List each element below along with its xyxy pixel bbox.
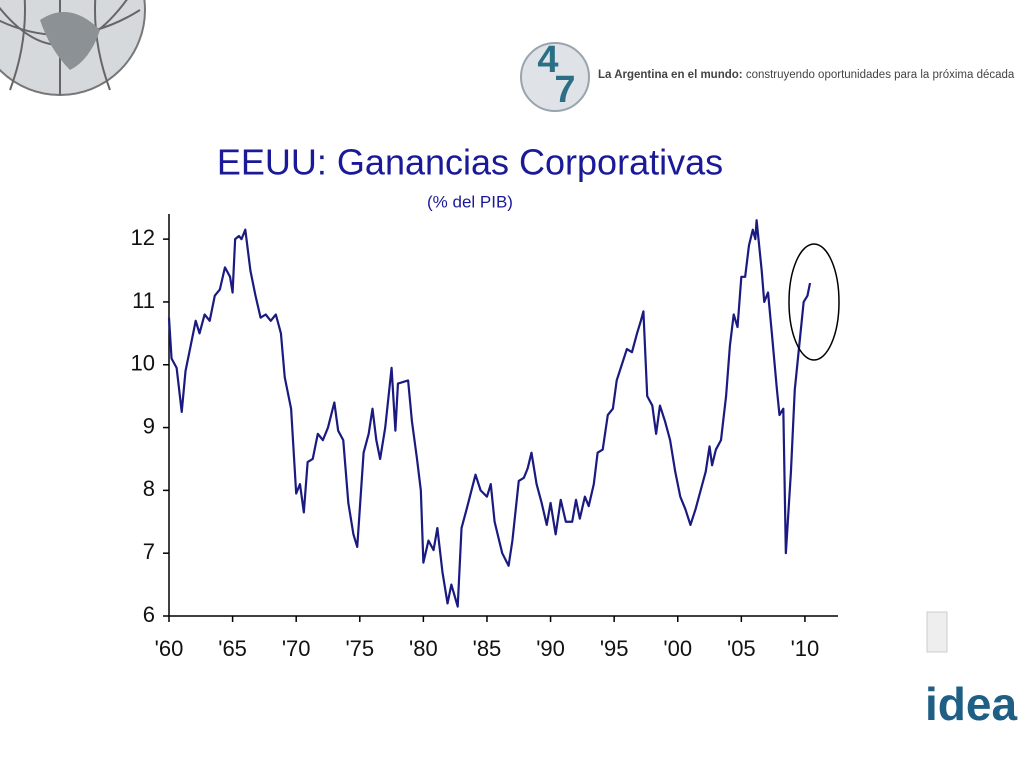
tagline-bold: La Argentina en el mundo: xyxy=(598,69,743,81)
y-tick-label: 9 xyxy=(143,413,155,438)
x-tick-label: '00 xyxy=(663,636,692,661)
x-tick-label: '65 xyxy=(218,636,247,661)
x-tick-label: '60 xyxy=(155,636,184,661)
tagline: La Argentina en el mundo: construyendo o… xyxy=(598,69,1015,81)
chart-subtitle: (% del PIB) xyxy=(427,192,513,211)
x-tick-label: '85 xyxy=(473,636,502,661)
y-tick-label: 8 xyxy=(143,476,155,501)
y-tick-label: 12 xyxy=(131,225,155,250)
logo-digit: 4 xyxy=(537,39,558,81)
line-series xyxy=(167,219,812,608)
y-tick-label: 7 xyxy=(143,539,155,564)
highlight-ellipse xyxy=(788,243,840,361)
x-tick-label: '70 xyxy=(282,636,311,661)
logo-digit: 7 xyxy=(554,69,575,111)
logo-47: 4 7 xyxy=(520,39,590,112)
x-tick-label: '05 xyxy=(727,636,756,661)
x-tick-label: '80 xyxy=(409,636,438,661)
tagline-text: construyendo oportunidades para la próxi… xyxy=(746,69,1015,81)
x-tick-label: '10 xyxy=(791,636,820,661)
y-tick-label: 11 xyxy=(132,288,155,313)
plot: 6 7 8 9 10 11 12 '60 '65 '70 '75 '80 '85 '90 '95 '00 '05… xyxy=(131,214,838,661)
chart-title: EEUU: Ganancias Corporativas xyxy=(217,142,723,183)
x-tick-label: '90 xyxy=(536,636,565,661)
y-tick-label: 10 xyxy=(131,351,155,376)
small-icon xyxy=(926,611,948,653)
x-tick-label: '95 xyxy=(600,636,629,661)
idea-logo: idea xyxy=(925,678,1017,730)
x-tick-label: '75 xyxy=(345,636,374,661)
y-tick-label: 6 xyxy=(143,602,155,627)
globe xyxy=(0,0,146,96)
